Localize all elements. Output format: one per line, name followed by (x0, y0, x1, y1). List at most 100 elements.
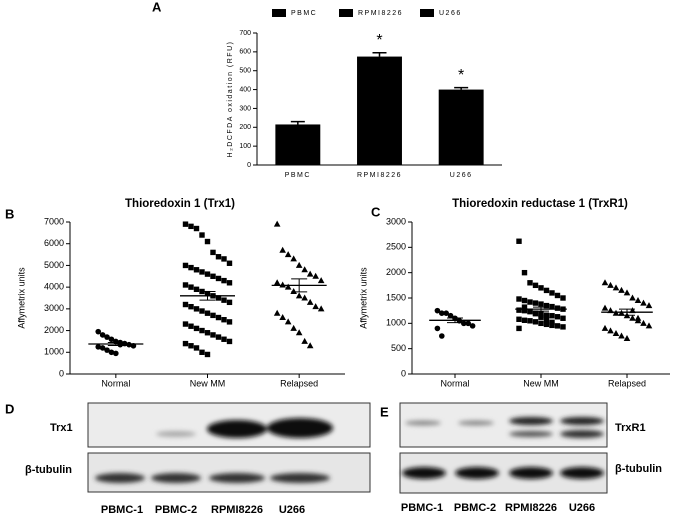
point (447, 312, 454, 319)
legend-label: RPMI8226 (358, 10, 403, 17)
row-label: TrxR1 (615, 422, 646, 434)
chart-title: Thioredoxin 1 (Trx1) (125, 198, 235, 210)
point (226, 319, 233, 325)
point (538, 311, 544, 317)
point (301, 337, 308, 344)
point (193, 345, 200, 351)
legend-swatch (272, 9, 286, 17)
point (210, 249, 216, 256)
point (99, 345, 106, 351)
row-label: β-tubulin (615, 463, 662, 475)
y-tick-label: 0 (59, 368, 64, 378)
lane-label: PBMC-1 (101, 504, 143, 513)
point (95, 344, 102, 350)
point (95, 328, 102, 335)
y-tick-label: 7000 (44, 216, 64, 226)
point (312, 303, 319, 310)
point (516, 325, 522, 332)
point (434, 307, 441, 314)
point (461, 320, 467, 327)
point (204, 310, 211, 316)
y-tick-label: 2000 (386, 267, 406, 277)
y-axis-label: Affymetrix units (358, 267, 368, 329)
point (439, 333, 445, 339)
chart-title: Thioredoxin reductase 1 (TrxR1) (452, 198, 628, 210)
point (204, 238, 211, 245)
lane-label: RPMI8226 (505, 502, 557, 513)
blot-frame (399, 402, 608, 448)
point (549, 319, 555, 326)
point (560, 295, 566, 301)
y-axis-label: H₂DCFDA oxidation (RFU) (227, 41, 234, 158)
point (290, 324, 297, 331)
panel-letter: B (5, 206, 14, 221)
point (204, 271, 211, 277)
y-tick-label: 300 (239, 105, 251, 112)
point (312, 272, 319, 279)
x-tick-label: Normal (101, 378, 130, 388)
point (645, 322, 653, 329)
point (538, 301, 544, 307)
point (126, 341, 132, 348)
point (226, 299, 233, 306)
error-bar (290, 120, 305, 125)
lane-label: PBMC-1 (401, 502, 443, 513)
point (199, 327, 205, 334)
sem-bar (533, 306, 549, 312)
point (434, 325, 441, 332)
point (521, 317, 528, 323)
point (532, 311, 539, 317)
point (99, 332, 106, 338)
point (560, 315, 566, 321)
x-tick-label: Normal (440, 378, 469, 388)
point (645, 302, 653, 309)
y-tick-label: 700 (239, 30, 251, 37)
point (221, 256, 227, 262)
point (193, 267, 200, 273)
sem-bar (447, 317, 463, 324)
point (516, 316, 522, 322)
point (521, 304, 528, 310)
point (226, 260, 233, 266)
point (516, 296, 522, 302)
point (182, 340, 189, 347)
x-tick-label: New MM (523, 378, 559, 388)
y-tick-label: 2500 (386, 242, 406, 252)
point (193, 286, 200, 293)
point (295, 329, 303, 336)
point (618, 286, 625, 293)
point (117, 341, 124, 348)
point (193, 225, 200, 232)
point (273, 220, 281, 227)
point (439, 310, 445, 317)
error-bar (454, 86, 469, 90)
point (629, 314, 636, 321)
point (317, 305, 325, 312)
point (601, 279, 609, 286)
point (554, 305, 561, 311)
panel-letter: E (380, 404, 389, 419)
point (284, 283, 292, 290)
point (543, 317, 550, 323)
point (193, 306, 200, 312)
point (215, 314, 222, 321)
point (543, 287, 550, 294)
x-tick-label: Relapsed (608, 378, 646, 388)
point (527, 280, 533, 286)
point (538, 320, 544, 327)
lane-label: U266 (279, 504, 305, 513)
point (188, 323, 194, 329)
point (182, 321, 189, 327)
point (306, 298, 314, 305)
point (543, 302, 550, 309)
point (317, 277, 325, 284)
legend-label: U266 (439, 10, 462, 17)
point (527, 308, 533, 314)
point (554, 323, 561, 329)
blot-bands (402, 417, 604, 479)
point (301, 266, 308, 273)
y-tick-label: 6000 (44, 238, 64, 248)
sem-bar (107, 342, 124, 347)
point (215, 254, 222, 260)
point (221, 297, 227, 303)
